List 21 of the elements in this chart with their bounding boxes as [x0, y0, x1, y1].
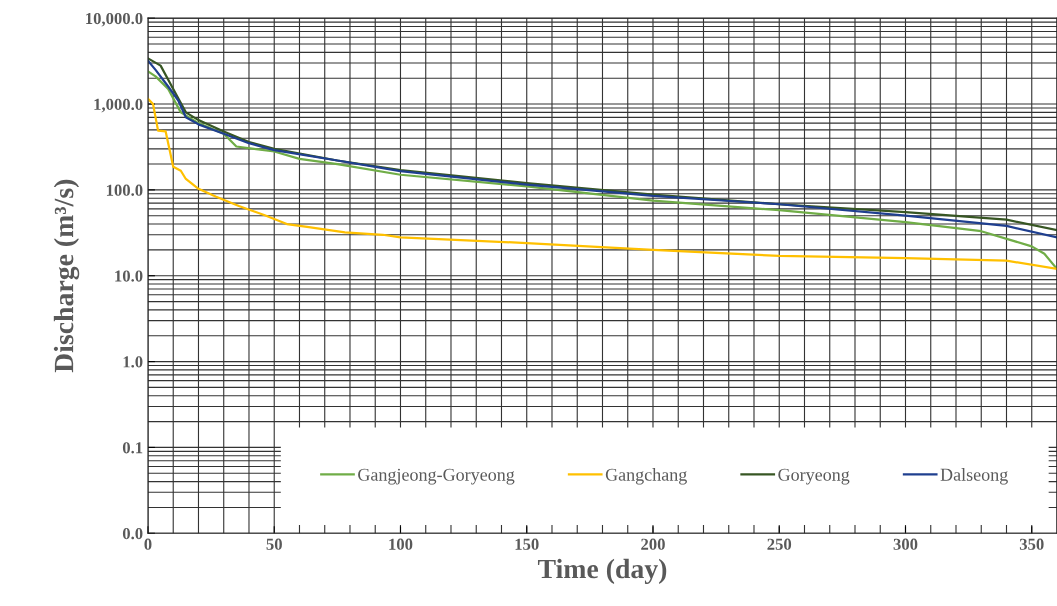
x-tick-label: 50 [266, 538, 282, 550]
legend-label: Dalseong [940, 468, 1008, 485]
y-tick-label: 10,000.0 [86, 12, 143, 27]
y-tick-label: 1,000.0 [94, 98, 143, 113]
x-tick-label: 100 [389, 538, 413, 550]
legend-label: Gangjeong-Goryeong [358, 468, 515, 485]
y-tick-label: 100.0 [106, 184, 143, 196]
x-tick-label: 350 [1019, 538, 1044, 550]
x-tick-label: 150 [515, 538, 539, 550]
x-axis-title: Time (day) [537, 558, 667, 585]
y-tick-label: 1.0 [123, 356, 143, 368]
y-tick-label: 0.1 [122, 442, 143, 454]
x-tick-label: 250 [767, 538, 792, 550]
y-tick-label: 10.0 [115, 270, 143, 282]
legend-label: Gangchang [605, 468, 687, 485]
x-tick-label: 300 [893, 538, 918, 550]
x-tick-label: 200 [641, 538, 665, 550]
y-axis-title: Discharge (m³/s) [53, 179, 80, 373]
x-tick-label: 0 [144, 538, 152, 550]
y-tick-label: 0.0 [122, 527, 143, 540]
legend-label: Goryeong [778, 468, 850, 485]
